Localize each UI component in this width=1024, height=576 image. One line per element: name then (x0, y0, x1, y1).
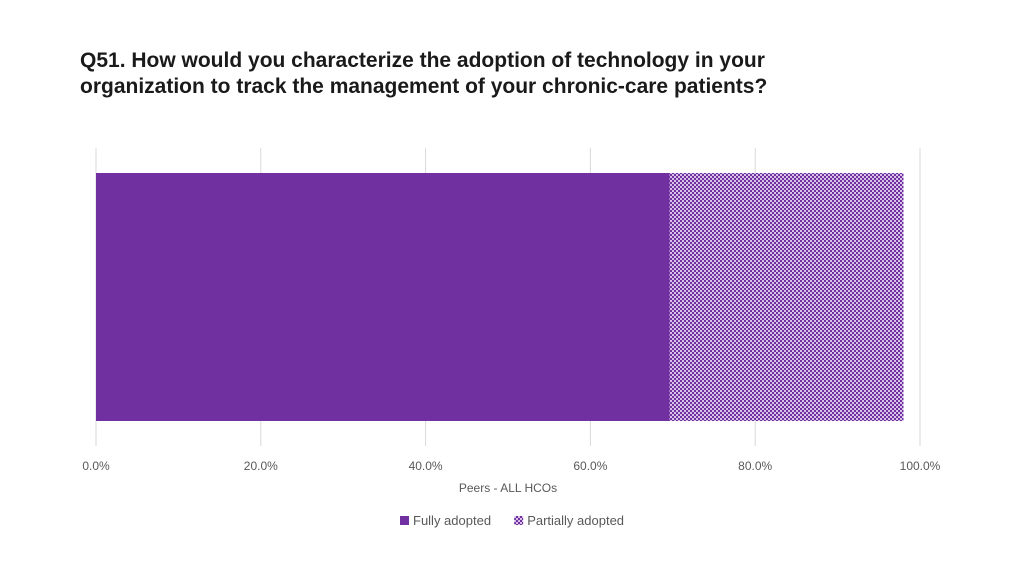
x-tick-label: 60.0% (573, 459, 607, 473)
bars (96, 173, 904, 421)
x-tick-labels: 0.0% 20.0% 40.0% 60.0% 80.0% 100.0% (82, 459, 940, 473)
x-tick-label: 0.0% (82, 459, 110, 473)
legend-label: Partially adopted (527, 513, 624, 528)
x-tick-label: 80.0% (738, 459, 772, 473)
x-tick-label: 100.0% (900, 459, 941, 473)
legend: Fully adopted Partially adopted (400, 513, 624, 528)
chart-title: Q51. How would you characterize the adop… (80, 49, 768, 98)
x-tick-label: 20.0% (244, 459, 278, 473)
x-tick-label: 40.0% (409, 459, 443, 473)
legend-swatch (400, 516, 409, 525)
legend-label: Fully adopted (413, 513, 491, 528)
legend-swatch (514, 516, 524, 525)
x-axis-title: Peers - ALL HCOs (459, 481, 557, 495)
bar-fully-adopted (96, 173, 670, 421)
bar-partially-adopted (669, 173, 904, 421)
